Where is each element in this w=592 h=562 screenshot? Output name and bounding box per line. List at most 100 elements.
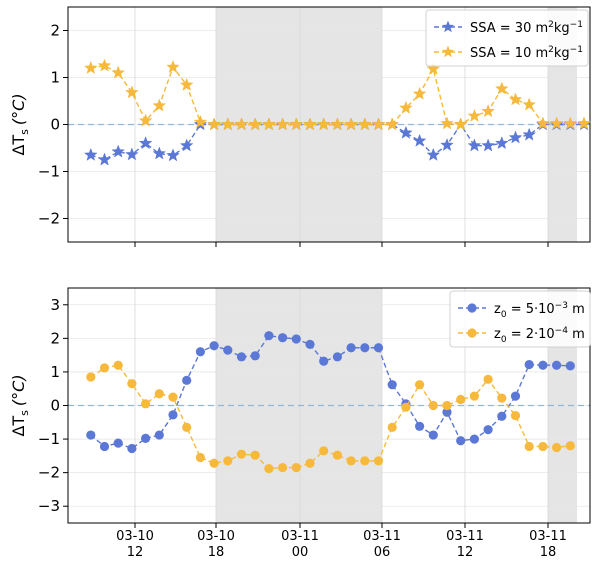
data-point-star [234,117,249,131]
data-point-circle [291,463,301,473]
data-point-circle [305,339,315,349]
data-point-circle [264,331,274,341]
x-tick-label-hour: 18 [208,545,225,560]
data-point-circle [456,436,466,446]
data-point-circle [195,452,205,463]
data-point-star [83,60,98,74]
data-point-star [166,59,180,73]
y-axis-label-symbol: ΔT [9,416,28,437]
y-axis-label-subscript: s [18,129,31,135]
y-axis-label-unit: (°C) [9,93,28,125]
legend-marker-circle [467,303,477,313]
legend-label-part: kg [554,46,570,61]
data-point-circle [552,442,562,453]
data-point-circle [141,433,151,443]
legend-label-part: m [568,302,585,317]
data-point-circle [195,347,205,357]
x-tick-label-date: 03-11 [281,529,319,544]
y-tick-label: −2 [38,210,60,228]
legend-label-sub: 0 [501,335,507,345]
data-point-circle [319,446,329,456]
data-point-circle [154,430,164,440]
data-point-circle [415,421,425,431]
data-point-circle [182,375,192,385]
data-point-star [179,77,194,91]
data-point-star [262,117,276,131]
y-tick-label: −1 [38,430,60,448]
data-point-star [385,117,400,131]
data-point-star [577,116,591,130]
data-point-circle [401,402,411,412]
data-point-star [316,117,331,131]
legend-label-sup: 2 [548,45,554,55]
data-point-circle [236,449,247,459]
data-point-circle [319,356,329,366]
data-point-circle [497,411,507,421]
y-axis-label-subscript: s [18,410,31,416]
data-point-star [275,117,290,131]
legend-label-part: = 2·10 [507,327,555,342]
data-point-star [399,100,413,114]
legend-label-sub: 0 [501,310,507,320]
data-point-circle [565,441,575,451]
legend-label-1: SSA = 10 m2kg−1 [470,45,583,61]
data-point-star [494,81,509,95]
data-point-circle [483,374,493,384]
data-point-circle [168,410,178,420]
data-point-star [440,137,454,152]
legend-label-0: SSA = 30 m2kg−1 [470,20,583,36]
data-point-star [549,116,564,130]
legend-label-sup: −3 [555,301,568,311]
data-point-circle [86,430,96,440]
series-0 [86,331,575,454]
legend-label-part: z [494,327,501,342]
x-tick-label-hour: 12 [457,545,474,560]
data-point-circle [483,425,493,435]
data-point-circle [346,343,356,353]
data-point-circle [538,360,548,370]
x-tick-label-date: 03-11 [363,529,401,544]
x-tick-label-hour: 12 [127,545,144,560]
data-point-star [97,152,112,166]
data-point-circle [127,443,137,454]
data-point-circle [510,391,521,401]
data-point-circle [332,352,342,362]
y-tick-label: 1 [50,69,60,87]
data-point-star [522,97,537,111]
data-point-circle [442,407,452,417]
data-point-circle [360,456,370,466]
data-point-star [426,61,441,75]
data-point-circle [209,458,219,468]
legend-label-1: z0 = 2·10−4 m [494,326,585,345]
data-point-circle [113,360,123,370]
data-point-circle [373,343,384,353]
data-point-star [453,117,468,131]
data-point-star [357,117,372,131]
legend-label-part: SSA = 30 m [470,21,548,36]
legend-label-0: z0 = 5·10−3 m [494,301,585,320]
legend-label-part: z [494,302,501,317]
data-point-star [371,117,386,131]
data-point-circle [565,361,575,371]
data-point-star [536,116,550,130]
data-point-circle [552,360,562,370]
data-point-star [111,65,126,79]
series-1 [86,360,575,474]
legend-label-sup: −1 [570,20,583,30]
data-point-circle [469,391,479,401]
x-tick-label-date: 03-10 [116,529,154,544]
data-point-circle [360,343,370,353]
legend-label-sup: −1 [570,45,583,55]
y-axis-label-unit: (°C) [9,374,28,406]
data-point-star [248,117,263,131]
data-point-circle [442,400,452,411]
data-point-circle [250,351,260,361]
x-tick-label-hour: 00 [292,545,309,560]
data-point-star [440,116,454,130]
data-point-circle [538,441,548,452]
data-point-circle [524,441,534,452]
data-point-circle [264,464,274,474]
data-point-star [220,117,235,131]
